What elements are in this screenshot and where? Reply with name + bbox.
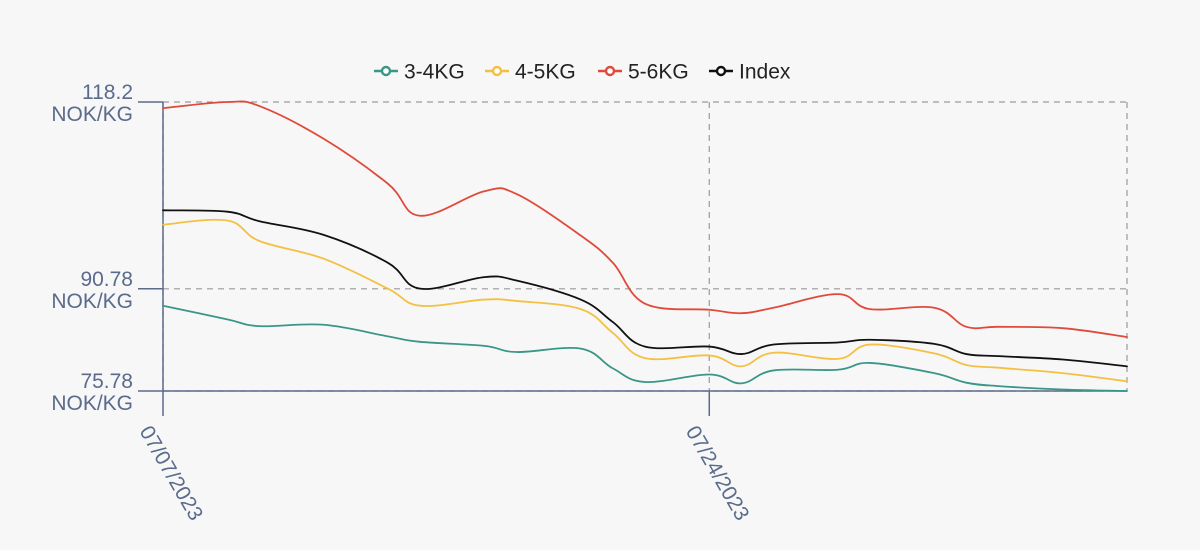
series-line-3-4kg xyxy=(162,304,1128,392)
grid xyxy=(162,101,1128,392)
y-tick-value: 90.78 xyxy=(80,268,133,291)
legend-swatch-marker xyxy=(604,65,616,77)
legend-label: 3-4KG xyxy=(404,61,465,84)
legend-item-5-6kg[interactable]: 5-6KG xyxy=(598,61,689,84)
series-line-4-5kg xyxy=(162,218,1128,383)
series-line-index xyxy=(162,209,1128,368)
legend-swatch-marker xyxy=(380,65,392,77)
axes xyxy=(138,101,1127,416)
legend-label: 4-5KG xyxy=(515,61,576,84)
x-tick-labels: 07/07/2023 07/24/2023 xyxy=(135,422,754,525)
x-tick-label: 07/07/2023 xyxy=(135,422,207,525)
legend-swatch-marker xyxy=(491,65,503,77)
series-line-5-6kg xyxy=(162,100,1128,338)
legend-item-3-4kg[interactable]: 3-4KG xyxy=(374,61,465,84)
legend-item-index[interactable]: Index xyxy=(709,61,791,84)
y-tick-unit: NOK/KG xyxy=(51,103,133,126)
legend-swatch-marker xyxy=(715,65,727,77)
y-tick-value: 75.78 xyxy=(80,370,133,393)
legend-item-4-5kg[interactable]: 4-5KG xyxy=(485,61,576,84)
y-tick-unit: NOK/KG xyxy=(51,392,133,415)
y-tick-unit: NOK/KG xyxy=(51,290,133,313)
y-tick-value: 118.2 xyxy=(82,81,133,104)
series-lines xyxy=(162,100,1128,392)
x-tick-label: 07/24/2023 xyxy=(681,422,753,525)
legend-label: 5-6KG xyxy=(628,61,689,84)
legend[interactable]: 3-4KG 4-5KG 5-6KG Index xyxy=(374,61,791,84)
legend-label: Index xyxy=(739,61,791,84)
